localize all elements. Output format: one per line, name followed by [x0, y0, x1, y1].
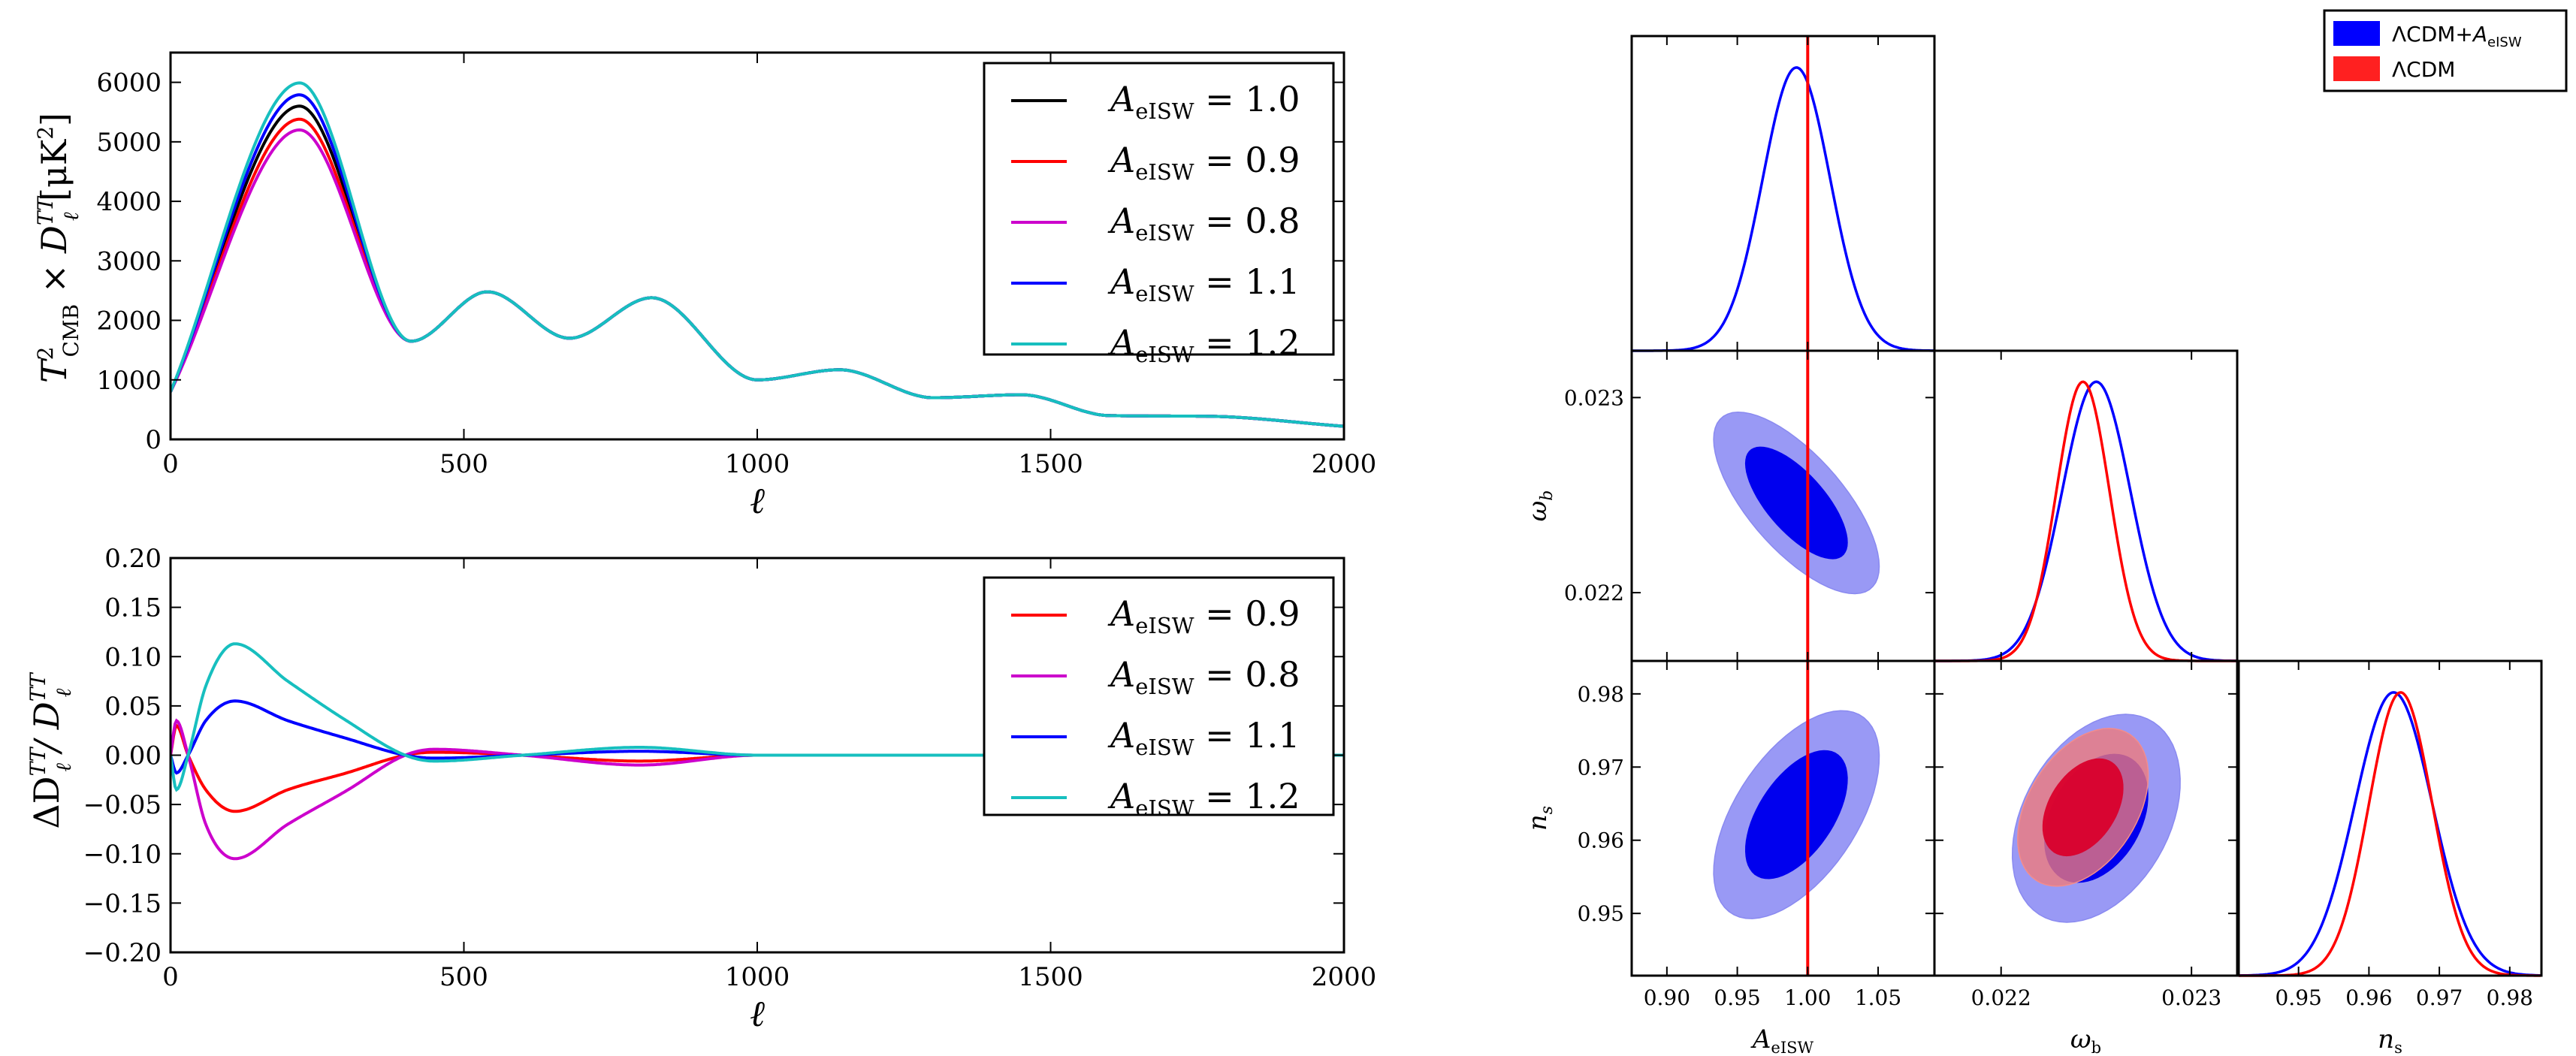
- tri-y-tick-label: 0.97: [1578, 755, 1624, 780]
- y-tick-label: 0.20: [104, 544, 162, 574]
- contour-group: [1713, 710, 1880, 919]
- tri-y-axis-label-2: ns: [1523, 806, 1557, 831]
- y-tick-label: 2000: [96, 306, 162, 336]
- y-tick-label: 3000: [96, 246, 162, 276]
- legend-label-0: AeISW = 1.0: [1107, 79, 1300, 124]
- y-tick-label: −0.15: [83, 889, 162, 919]
- legend-label-2: AeISW = 1.1: [1107, 715, 1300, 760]
- x-tick-label: 500: [439, 449, 488, 479]
- tri-x-tick-label: 0.95: [1714, 985, 1760, 1010]
- x-tick-label: 0: [162, 449, 179, 479]
- y-axis-label: ΔDTTℓ / DTTℓ: [26, 671, 76, 828]
- tri-legend-swatch-1: [2333, 56, 2380, 81]
- y-tick-label: −0.10: [83, 840, 162, 870]
- legend-label-4: AeISW = 1.2: [1107, 322, 1300, 367]
- tri-y-tick-label: 0.96: [1578, 828, 1624, 853]
- y-tick-label: 0.15: [104, 593, 162, 623]
- marginal-curve-2-0: [2239, 691, 2541, 977]
- y-tick-label: 0.00: [104, 741, 162, 771]
- relative-difference-panel: 0 500 1000 1500 2000 0.20 0.15 0.10 0.05 0.00 −0.0…: [26, 544, 1376, 1035]
- tri-x-tick-label: 0.022: [1971, 985, 2031, 1010]
- legend-label-3: AeISW = 1.1: [1107, 261, 1300, 306]
- legend-label-2: AeISW = 0.8: [1107, 201, 1300, 246]
- tri-x-tick-label: 1.05: [1855, 985, 1901, 1010]
- x-tick-label: 500: [439, 962, 488, 992]
- legend-box: [983, 62, 1335, 356]
- x-tick-label: 1000: [725, 449, 790, 479]
- y-tick-label: −0.20: [83, 938, 162, 968]
- tri-x-tick-label: 0.98: [2487, 985, 2533, 1010]
- legend-label-0: AeISW = 0.9: [1107, 593, 1300, 638]
- cl-spectrum-panel: 0 500 1000 1500 2000 0 1000 2000 3000 4000 5000 600…: [33, 51, 1377, 522]
- y-axis-label: T2CMB × DTTℓ [μK2]: [33, 113, 83, 383]
- y-tick-label: 1000: [96, 366, 162, 396]
- x-axis-label: ℓ: [750, 480, 765, 522]
- tri-legend-label-1: ΛCDM: [2392, 57, 2455, 82]
- tri-y-axis-label-1: ωb: [1523, 490, 1557, 522]
- tri-legend-swatch-0: [2333, 21, 2380, 46]
- tri-legend-label-0: ΛCDM+AeISW: [2392, 22, 2522, 50]
- tri-y-tick-label: 0.022: [1564, 581, 1624, 605]
- tri-x-axis-label-1: ωb: [2070, 1024, 2101, 1056]
- legend-label-1: AeISW = 0.8: [1107, 654, 1300, 699]
- series-line-4: [171, 81, 1344, 428]
- y-tick-label: 5000: [96, 128, 162, 158]
- legend-label-1: AeISW = 0.9: [1107, 140, 1300, 185]
- y-tick-label: −0.05: [83, 790, 162, 820]
- series-group: [171, 81, 1344, 428]
- tri-x-tick-label: 0.023: [2161, 985, 2221, 1010]
- x-tick-label: 1500: [1018, 449, 1083, 479]
- x-tick-label: 1000: [725, 962, 790, 992]
- x-tick-label: 2000: [1312, 962, 1377, 992]
- y-tick-label: 0.05: [104, 692, 162, 722]
- tri-x-tick-label: 1.00: [1784, 985, 1831, 1010]
- tri-x-tick-label: 0.90: [1644, 985, 1690, 1010]
- tri-frame-2-2: [2237, 659, 2543, 977]
- y-tick-label: 0: [145, 425, 162, 455]
- contour-inner-0-0: [1744, 446, 1848, 560]
- triangle-plot: 0.90 0.95 1.00 1.05 AeISW 0.022 0.023 ωb 0.95 0.9…: [1523, 9, 2568, 1056]
- contour-group: [1713, 411, 1880, 595]
- tri-x-tick-label: 0.96: [2345, 985, 2392, 1010]
- y-tick-label: 6000: [96, 68, 162, 98]
- tri-y-tick-label: 0.98: [1578, 682, 1624, 707]
- legend-box: [983, 576, 1335, 816]
- tri-x-tick-label: 0.95: [2275, 985, 2321, 1010]
- contour-inner-2-1: [2042, 758, 2124, 857]
- tri-y-tick-label: 0.023: [1564, 385, 1624, 410]
- x-tick-label: 1500: [1018, 962, 1083, 992]
- contour-inner-1-0: [1745, 750, 1848, 879]
- y-tick-label: 0.10: [104, 642, 162, 672]
- tri-x-axis-label-2: ns: [2378, 1024, 2402, 1056]
- x-tick-label: 2000: [1312, 449, 1377, 479]
- x-tick-label: 0: [162, 962, 179, 992]
- legend-label-3: AeISW = 1.2: [1107, 776, 1300, 821]
- tri-x-axis-label-0: AeISW: [1750, 1024, 1814, 1056]
- tri-y-tick-label: 0.95: [1578, 901, 1624, 926]
- x-axis-label: ℓ: [750, 993, 765, 1035]
- y-tick-label: 4000: [96, 187, 162, 217]
- contour-group: [2011, 714, 2181, 923]
- tri-x-tick-label: 0.97: [2416, 985, 2463, 1010]
- tri-frame-2-1: [1933, 659, 2239, 977]
